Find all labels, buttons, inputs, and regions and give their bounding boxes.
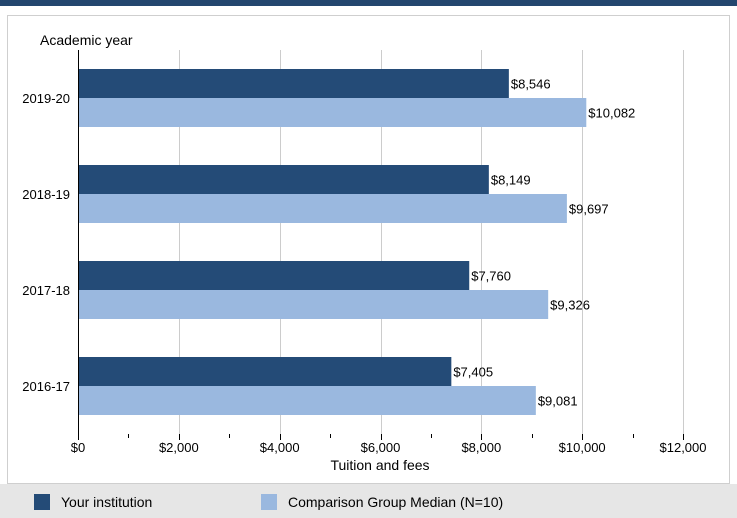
tuition-bar-chart: Academic year $8,546 $10,082 $8,149 $9,697 $… — [0, 6, 737, 518]
bar-institution-2019-20 — [79, 69, 509, 98]
data-label-comparison-2019-20: $10,082 — [588, 106, 635, 121]
x-axis-title: Tuition and fees — [330, 457, 429, 473]
x-tick-label: $10,000 — [559, 440, 606, 455]
legend-label-institution: Your institution — [61, 494, 152, 510]
data-label-comparison-2018-19: $9,697 — [569, 202, 609, 217]
x-tick-label: $12,000 — [660, 440, 707, 455]
legend-swatch-institution — [34, 494, 50, 510]
data-label-institution-2019-20: $8,546 — [511, 77, 551, 92]
category-label: 2019-20 — [22, 91, 70, 106]
x-tick-label: $0 — [71, 440, 85, 455]
x-tick-label: $4,000 — [260, 440, 300, 455]
legend-swatch-comparison — [261, 494, 277, 510]
data-label-comparison-2016-17: $9,081 — [538, 394, 578, 409]
bar-comparison-2017-18 — [79, 290, 548, 319]
bar-comparison-2018-19 — [79, 194, 567, 223]
bar-comparison-2019-20 — [79, 98, 586, 127]
data-label-comparison-2017-18: $9,326 — [550, 298, 590, 313]
x-tick-label: $8,000 — [461, 440, 501, 455]
bar-institution-2016-17 — [79, 357, 451, 386]
data-label-institution-2017-18: $7,760 — [471, 269, 511, 284]
y-axis-title: Academic year — [40, 32, 133, 48]
category-label: 2017-18 — [22, 283, 70, 298]
x-tick-label: $6,000 — [361, 440, 401, 455]
bar-institution-2018-19 — [79, 165, 489, 194]
category-label: 2016-17 — [22, 379, 70, 394]
legend: Your institution Comparison Group Median … — [0, 484, 737, 518]
category-label: 2018-19 — [22, 187, 70, 202]
data-label-institution-2016-17: $7,405 — [453, 365, 493, 380]
bar-institution-2017-18 — [79, 261, 469, 290]
data-label-institution-2018-19: $8,149 — [491, 173, 531, 188]
legend-label-comparison: Comparison Group Median (N=10) — [288, 494, 503, 510]
x-tick-label: $2,000 — [159, 440, 199, 455]
bar-comparison-2016-17 — [79, 386, 536, 415]
